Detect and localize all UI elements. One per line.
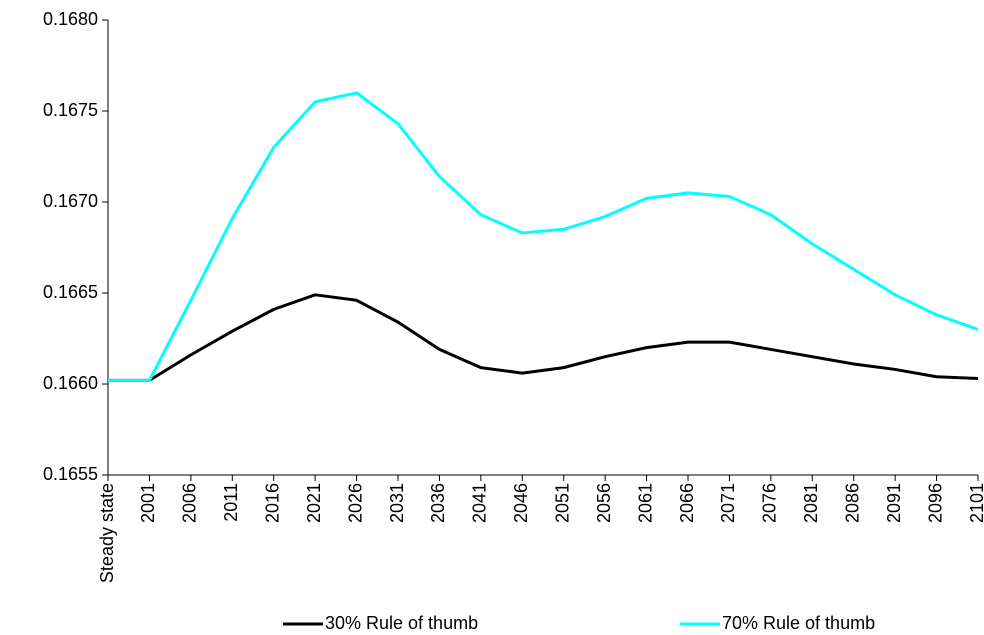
x-tick-label: 2046 <box>511 483 531 523</box>
series-line <box>108 91 979 382</box>
x-tick-label: 2076 <box>760 483 780 523</box>
legend-label: 30% Rule of thumb <box>325 613 478 633</box>
x-tick-label: 2101 <box>967 483 984 523</box>
x-tick-label: 2086 <box>842 483 862 523</box>
x-tick-label: 2096 <box>925 483 945 523</box>
y-tick-label: 0.1675 <box>43 100 98 120</box>
x-tick-label: 2066 <box>677 483 697 523</box>
y-tick-label: 0.1660 <box>43 373 98 393</box>
x-tick-label: 2031 <box>387 483 407 523</box>
x-tick-label: 2091 <box>884 483 904 523</box>
legend-label: 70% Rule of thumb <box>722 613 875 633</box>
x-tick-label: 2006 <box>180 483 200 523</box>
x-tick-label: 2081 <box>801 483 821 523</box>
x-tick-label: 2001 <box>138 483 158 523</box>
x-tick-label: 2051 <box>552 483 572 523</box>
x-tick-label: 2011 <box>221 483 241 522</box>
x-tick-label: 2041 <box>470 483 490 523</box>
x-tick-label: 2056 <box>594 483 614 523</box>
y-tick-label: 0.1655 <box>43 464 98 484</box>
x-tick-label: 2036 <box>428 483 448 523</box>
x-tick-label: 2061 <box>635 483 655 523</box>
x-tick-label: 2021 <box>304 483 324 523</box>
x-tick-label: Steady state <box>97 483 117 583</box>
y-tick-label: 0.1670 <box>43 191 98 211</box>
series-line <box>108 293 979 382</box>
y-tick-label: 0.1665 <box>43 282 98 302</box>
x-tick-label: 2016 <box>262 483 282 523</box>
x-tick-label: 2071 <box>718 483 738 523</box>
x-tick-label: 2026 <box>345 483 365 523</box>
y-tick-label: 0.1680 <box>43 9 98 29</box>
